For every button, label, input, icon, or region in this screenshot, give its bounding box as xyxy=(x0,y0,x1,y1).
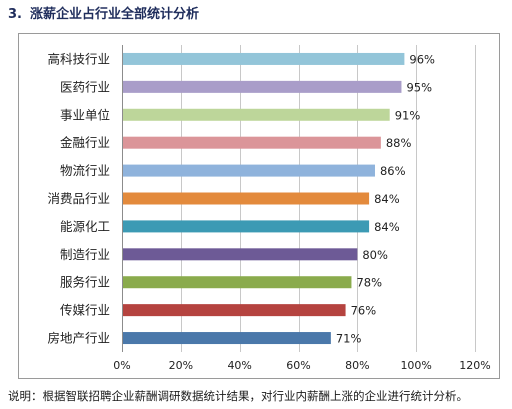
data-label: 86% xyxy=(380,164,406,178)
tick-layer: 0% 20% 40% 60% 80% 100% 120% xyxy=(113,359,490,372)
x-tick-label: 40% xyxy=(227,359,251,372)
section-heading: 3. 涨薪企业占行业全部统计分析 xyxy=(8,3,199,22)
category-label: 能源化工 xyxy=(60,219,110,234)
category-label: 医药行业 xyxy=(60,79,110,94)
data-label: 78% xyxy=(356,276,382,290)
bar xyxy=(123,304,346,317)
footnote: 说明：根据智联招聘企业薪酬调研数据统计结果，对行业内薪酬上涨的企业进行统计分析。 xyxy=(8,389,468,403)
bar xyxy=(123,164,375,177)
x-tick-label: 60% xyxy=(286,359,310,372)
data-label: 88% xyxy=(386,136,412,150)
category-label: 金融行业 xyxy=(60,135,110,150)
bar-layer xyxy=(123,52,405,345)
bar xyxy=(123,192,370,205)
section-number: 3. xyxy=(8,7,22,22)
data-label: 76% xyxy=(351,304,377,318)
bar xyxy=(123,276,352,289)
x-tick-label: 80% xyxy=(345,359,369,372)
data-label: 84% xyxy=(374,192,400,206)
section-title: 涨薪企业占行业全部统计分析 xyxy=(29,7,199,22)
data-label: 84% xyxy=(374,220,400,234)
category-label: 制造行业 xyxy=(60,247,110,262)
bar xyxy=(123,52,405,65)
data-label: 91% xyxy=(395,108,421,122)
data-label: 71% xyxy=(336,332,362,346)
x-tick-label: 120% xyxy=(459,359,490,372)
x-tick-label: 20% xyxy=(169,359,193,372)
category-label: 事业单位 xyxy=(60,107,110,122)
x-tick-label: 100% xyxy=(400,359,431,372)
label-layer: 高科技行业 96% 医药行业 95% 事业单位 91% 金融行业 88% 物流行业 86% 消费品行… xyxy=(47,51,435,345)
x-tick-label: 0% xyxy=(113,359,130,372)
category-label: 物流行业 xyxy=(60,163,110,178)
bar xyxy=(123,332,331,345)
category-label: 传媒行业 xyxy=(60,303,110,318)
category-label: 服务行业 xyxy=(60,275,110,290)
bar xyxy=(123,136,381,149)
data-label: 80% xyxy=(362,248,388,262)
bar xyxy=(123,108,390,121)
bar xyxy=(123,80,402,93)
category-label: 消费品行业 xyxy=(47,191,110,206)
data-label: 96% xyxy=(409,52,435,66)
category-label: 房地产行业 xyxy=(47,331,110,346)
data-label: 95% xyxy=(406,80,432,94)
bar xyxy=(123,248,358,261)
category-label: 高科技行业 xyxy=(47,51,110,66)
bar xyxy=(123,220,370,233)
